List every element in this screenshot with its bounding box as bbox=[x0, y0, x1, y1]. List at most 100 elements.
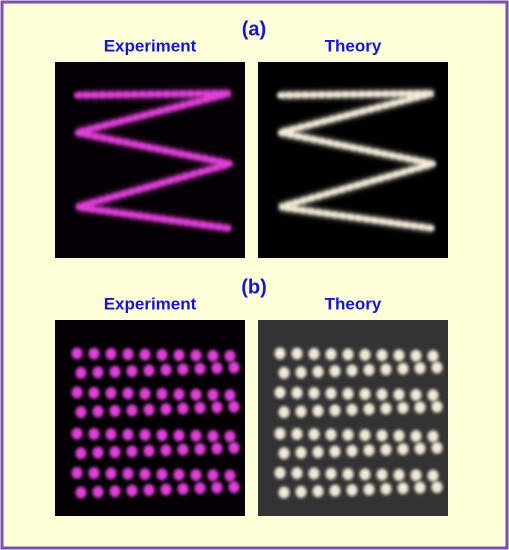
spot bbox=[274, 466, 286, 479]
spot bbox=[105, 467, 117, 480]
spot bbox=[308, 428, 320, 441]
spot bbox=[431, 441, 443, 454]
spot bbox=[126, 484, 138, 497]
spot bbox=[308, 347, 320, 360]
spot bbox=[397, 482, 409, 495]
spot bbox=[359, 429, 371, 442]
panel-label: (a) bbox=[242, 18, 266, 40]
spot bbox=[359, 348, 371, 361]
spot bbox=[295, 366, 307, 379]
spot bbox=[380, 482, 392, 495]
spot bbox=[173, 429, 185, 442]
spot bbox=[393, 429, 405, 442]
spot bbox=[71, 427, 83, 440]
spot bbox=[363, 403, 375, 416]
spot bbox=[211, 362, 223, 375]
spot bbox=[291, 467, 303, 480]
spot bbox=[190, 429, 202, 442]
image bbox=[55, 320, 245, 516]
spot bbox=[143, 364, 155, 377]
spot bbox=[376, 349, 388, 362]
spot bbox=[173, 349, 185, 362]
spot bbox=[207, 388, 219, 401]
spot bbox=[427, 430, 439, 443]
spot bbox=[410, 349, 422, 362]
spot bbox=[363, 483, 375, 496]
spot bbox=[278, 366, 290, 379]
panel-label: (b) bbox=[241, 276, 267, 298]
spot bbox=[329, 484, 341, 497]
spot bbox=[139, 387, 151, 400]
spot bbox=[224, 350, 236, 363]
spot bbox=[194, 443, 206, 456]
spot bbox=[177, 443, 189, 456]
spot bbox=[291, 347, 303, 360]
spot bbox=[410, 430, 422, 443]
spot bbox=[295, 446, 307, 459]
spot bbox=[278, 406, 290, 419]
spot bbox=[308, 467, 320, 480]
spot bbox=[346, 364, 358, 377]
spot bbox=[88, 386, 100, 399]
spot bbox=[207, 469, 219, 482]
spot bbox=[397, 401, 409, 414]
spot bbox=[295, 405, 307, 418]
spot bbox=[342, 468, 354, 481]
spot bbox=[194, 362, 206, 375]
spot bbox=[224, 430, 236, 443]
spot bbox=[312, 485, 324, 498]
spot bbox=[194, 401, 206, 414]
spot bbox=[291, 427, 303, 440]
spot bbox=[342, 348, 354, 361]
spot bbox=[380, 443, 392, 456]
spot bbox=[342, 428, 354, 441]
spot bbox=[346, 484, 358, 497]
spot bbox=[278, 447, 290, 460]
spot bbox=[224, 469, 236, 482]
spot bbox=[71, 386, 83, 399]
spot bbox=[105, 428, 117, 441]
spot bbox=[427, 350, 439, 363]
image-title: Experiment bbox=[104, 36, 197, 55]
spot bbox=[143, 484, 155, 497]
image-title: Experiment bbox=[104, 294, 197, 313]
spot bbox=[88, 347, 100, 360]
spot bbox=[122, 387, 134, 400]
spot bbox=[325, 348, 337, 361]
spot bbox=[228, 481, 240, 494]
spot bbox=[156, 468, 168, 481]
spot bbox=[329, 445, 341, 458]
spot bbox=[427, 389, 439, 402]
spot bbox=[207, 349, 219, 362]
spot bbox=[122, 467, 134, 480]
image bbox=[55, 62, 245, 258]
spot bbox=[380, 363, 392, 376]
spot bbox=[177, 482, 189, 495]
spot bbox=[75, 486, 87, 499]
spot bbox=[211, 401, 223, 414]
spot bbox=[414, 401, 426, 414]
spot bbox=[211, 442, 223, 455]
spot bbox=[346, 444, 358, 457]
spot bbox=[92, 485, 104, 498]
spot bbox=[274, 427, 286, 440]
spot bbox=[393, 349, 405, 362]
spot bbox=[207, 430, 219, 443]
spot bbox=[274, 386, 286, 399]
spot bbox=[177, 402, 189, 415]
spot bbox=[325, 467, 337, 480]
spot bbox=[139, 468, 151, 481]
spot bbox=[414, 442, 426, 455]
spot bbox=[211, 481, 223, 494]
spot bbox=[109, 485, 121, 498]
spot bbox=[329, 404, 341, 417]
spot bbox=[75, 406, 87, 419]
spot bbox=[160, 403, 172, 416]
spot bbox=[109, 446, 121, 459]
spot bbox=[312, 446, 324, 459]
spot bbox=[105, 347, 117, 360]
spot bbox=[122, 348, 134, 361]
image bbox=[258, 320, 448, 516]
spot bbox=[173, 388, 185, 401]
